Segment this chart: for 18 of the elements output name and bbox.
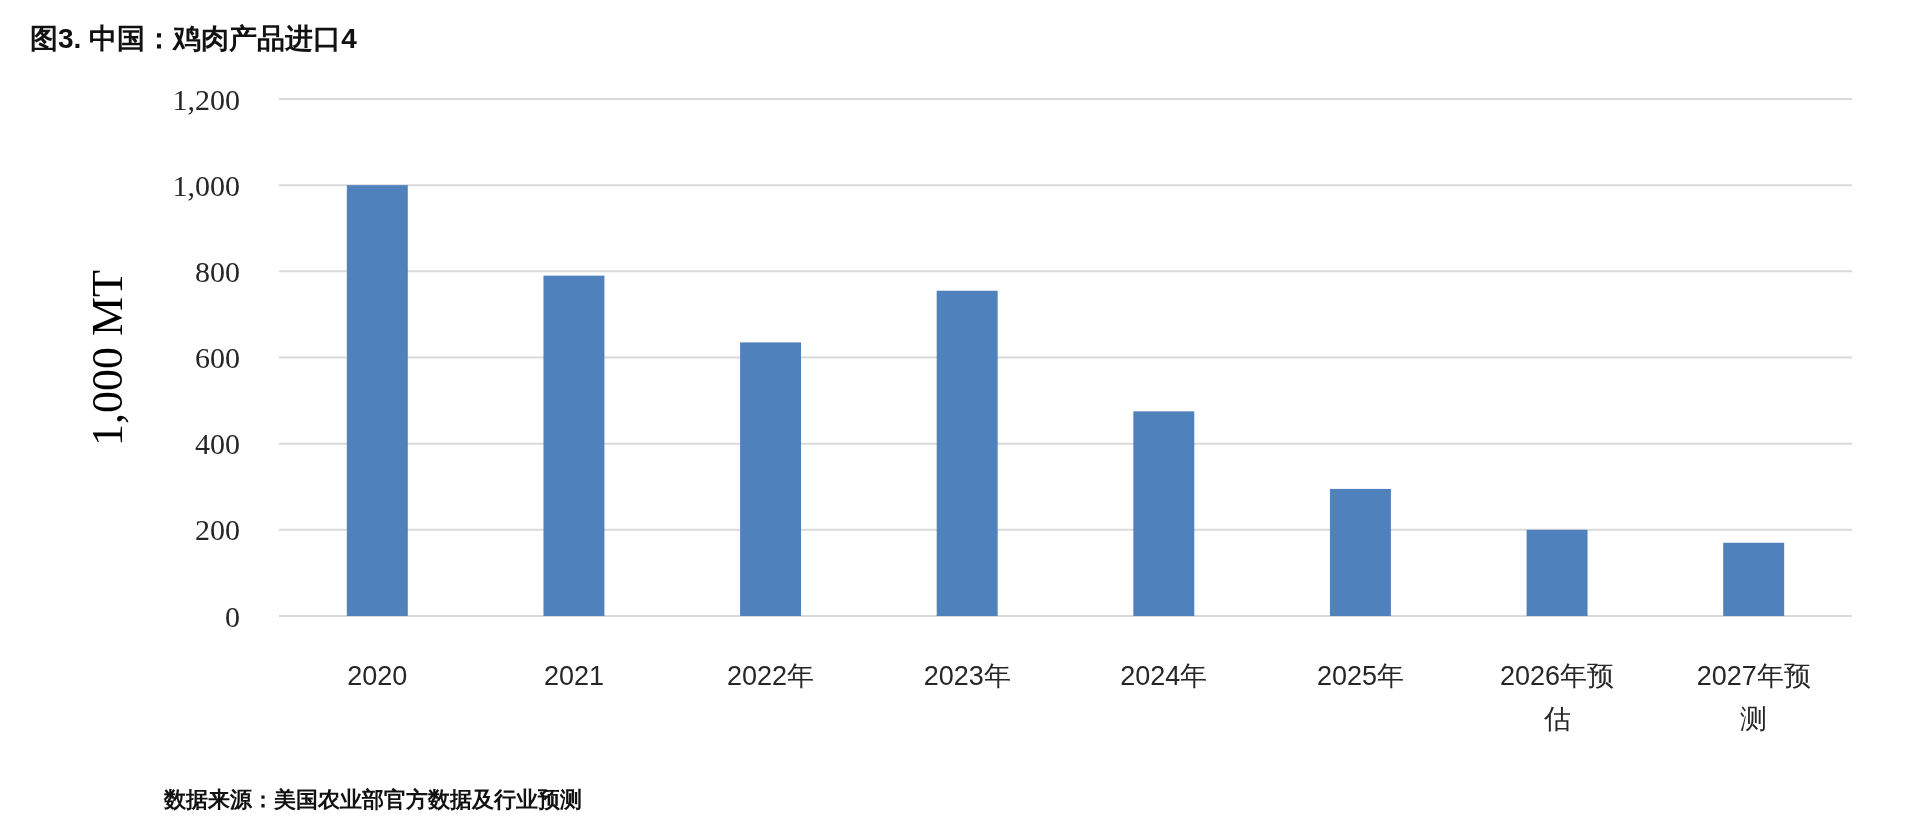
y-axis-title: 1,000 MT xyxy=(82,269,132,446)
y-tick-label: 600 xyxy=(195,341,240,374)
x-tick-label: 2023年 xyxy=(923,661,1011,691)
x-tick-label: 2022年 xyxy=(727,661,815,691)
chart-title: 图3. 中国：鸡肉产品进口4 xyxy=(30,22,358,54)
y-tick-label: 200 xyxy=(195,513,240,547)
y-tick-label: 1,000 xyxy=(172,168,240,202)
y-tick-label: 400 xyxy=(195,427,240,461)
y-tick-label: 800 xyxy=(195,254,240,288)
x-tick-label: 2020 xyxy=(347,661,408,691)
source-note: 数据来源：美国农业部官方数据及行业预测 xyxy=(163,786,582,812)
x-tick-label: 2021 xyxy=(543,661,604,691)
y-tick-label: 0 xyxy=(225,599,240,633)
y-tick-label: 1,200 xyxy=(172,82,240,116)
x-tick-label: 2026年预估 xyxy=(1500,661,1615,734)
x-tick-label: 2024年 xyxy=(1120,661,1208,691)
x-tick-label: 2027年预测 xyxy=(1696,661,1811,734)
x-tick-label: 2025年 xyxy=(1316,661,1404,691)
